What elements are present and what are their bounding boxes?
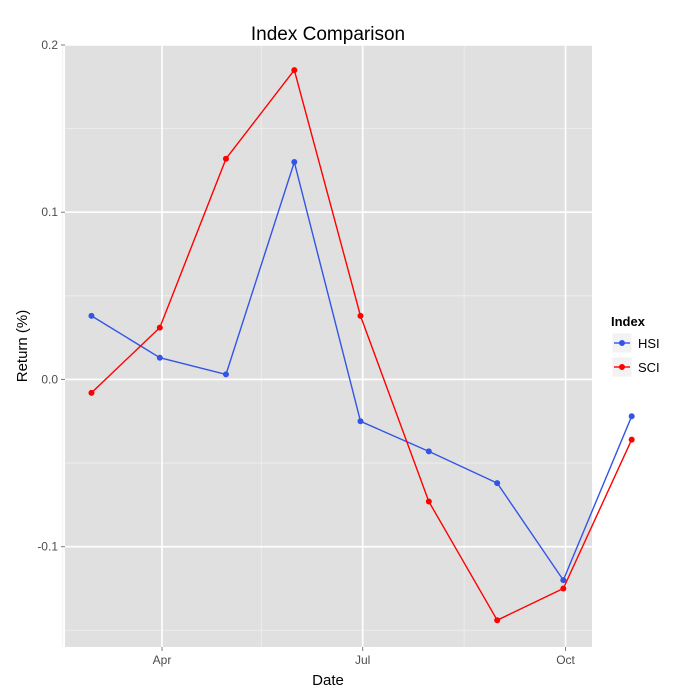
legend-key-point (619, 364, 625, 370)
plot-panel (65, 45, 592, 647)
data-point-sci (628, 436, 635, 443)
y-axis-title: Return (%) (14, 310, 31, 383)
data-point-hsi (357, 418, 364, 425)
x-tick-label: Jul (355, 653, 370, 667)
data-point-hsi (222, 371, 229, 378)
data-point-hsi (628, 413, 635, 420)
y-tick-label: 0.0 (41, 372, 58, 386)
chart-title: Index Comparison (251, 24, 405, 45)
data-point-hsi (88, 312, 95, 319)
legend: Index HSI SCI (611, 314, 660, 378)
data-point-sci (222, 155, 229, 162)
data-point-hsi (291, 159, 298, 166)
legend-item-sci: SCI (611, 356, 660, 378)
major-gridlines (65, 44, 592, 647)
y-axis: -0.1 0.0 0.1 0.2 (37, 38, 65, 554)
x-tick-label: Oct (556, 653, 575, 667)
x-axis: Apr Jul Oct (153, 647, 576, 667)
legend-label: SCI (638, 360, 660, 375)
data-point-hsi (494, 480, 501, 487)
x-axis-title: Date (312, 672, 344, 689)
data-point-sci (291, 67, 298, 74)
legend-label: HSI (638, 336, 660, 351)
legend-item-hsi: HSI (611, 332, 660, 354)
y-tick-label: 0.2 (41, 38, 58, 52)
series-layer (88, 67, 635, 624)
data-point-sci (425, 498, 432, 505)
series-hsi (88, 159, 635, 584)
data-point-sci (88, 389, 95, 396)
data-point-hsi (425, 448, 432, 455)
data-point-hsi (560, 577, 567, 584)
legend-title: Index (611, 314, 646, 329)
data-point-sci (494, 617, 501, 624)
data-point-sci (357, 312, 364, 319)
data-point-hsi (156, 354, 163, 361)
data-point-sci (560, 585, 567, 592)
y-tick-label: -0.1 (37, 540, 58, 554)
x-tick-label: Apr (153, 653, 172, 667)
data-point-sci (156, 324, 163, 331)
series-sci (88, 67, 635, 624)
legend-key-point (619, 340, 625, 346)
y-tick-label: 0.1 (41, 205, 58, 219)
